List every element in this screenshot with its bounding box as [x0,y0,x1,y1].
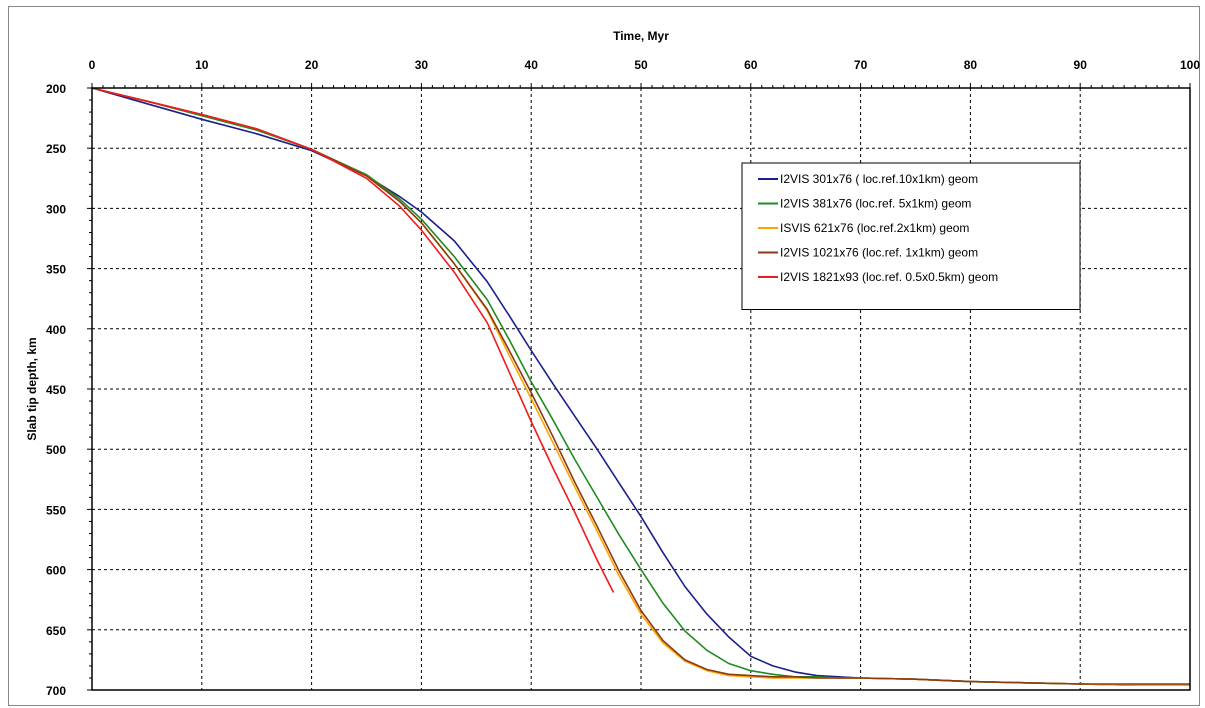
legend-box [741,162,1081,310]
y-tick-label: 500 [46,443,66,457]
grid-lines [92,88,1190,690]
legend-label-3: ISVIS 621x76 (loc.ref.2x1km) geom [780,221,969,235]
x-tick-label: 90 [1074,58,1088,72]
y-tick-label: 400 [46,323,66,337]
legend: I2VIS 301x76 ( loc.ref.10x1km) geom I2VIS… [741,162,1081,310]
x-tick-label: 70 [854,58,868,72]
x-tick-label: 80 [964,58,978,72]
legend-label-4: I2VIS 1021x76 (loc.ref. 1x1km) geom [780,246,978,260]
x-tick-label: 20 [305,58,319,72]
chart-frame [8,6,1200,706]
y-tick-label: 200 [46,82,66,96]
y-axis: 200 250 300 350 400 450 500 550 600 650 700 [46,82,92,698]
legend-label-2: I2VIS 381x76 (loc.ref. 5x1km) geom [780,197,971,211]
y-tick-label: 250 [46,142,66,156]
y-tick-label: 350 [46,263,66,277]
series-layer [91,87,1190,687]
legend-label-5: I2VIS 1821x93 (loc.ref. 0.5x0.5km) geom [780,270,998,284]
x-tick-label: 100 [1180,58,1200,72]
x-tick-label: 10 [195,58,209,72]
y-tick-label: 450 [46,383,66,397]
x-axis: 0 10 20 30 40 50 60 70 80 90 100 [89,58,1200,88]
y-tick-label: 700 [46,684,66,698]
y-tick-label: 550 [46,503,66,517]
y-axis-title: Slab tip depth, km [25,337,39,440]
x-tick-label: 60 [744,58,758,72]
y-tick-label: 300 [46,202,66,216]
legend-label-1: I2VIS 301x76 ( loc.ref.10x1km) geom [780,172,978,186]
y-tick-label: 600 [46,564,66,578]
x-tick-label: 40 [525,58,539,72]
x-tick-label: 0 [89,58,96,72]
series-line-4 [91,87,1190,685]
series-line-5 [91,87,615,593]
x-tick-label: 30 [415,58,429,72]
y-tick-label: 650 [46,624,66,638]
x-tick-label: 50 [634,58,648,72]
x-axis-title: Time, Myr [613,29,669,43]
